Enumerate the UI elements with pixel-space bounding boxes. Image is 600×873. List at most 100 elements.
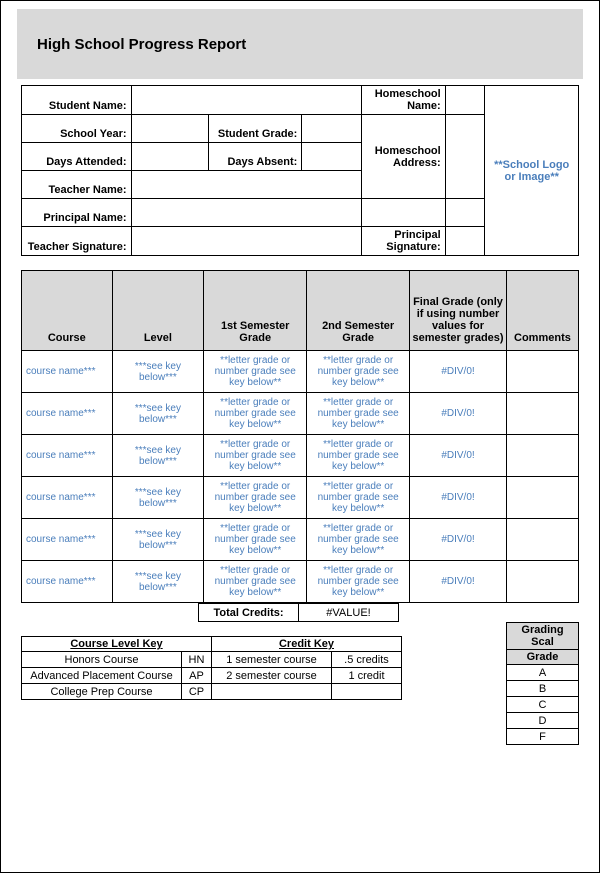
cell-level[interactable]: ***see key below***: [112, 561, 204, 603]
student-info-table: Student Name: Homeschool Name: **School …: [21, 85, 579, 256]
credit-key-header: Credit Key: [212, 637, 402, 652]
logo-placeholder: **School Logo or Image**: [485, 86, 579, 256]
courses-table: Course Level 1st Semester Grade 2nd Seme…: [21, 270, 579, 603]
course-row: course name******see key below*****lette…: [22, 393, 579, 435]
grading-row: A: [507, 665, 579, 681]
cell-comments[interactable]: [506, 351, 578, 393]
grading-grade: F: [507, 729, 579, 745]
key-row: Advanced Placement CourseAP2 semester co…: [22, 668, 402, 684]
course-row: course name******see key below*****lette…: [22, 519, 579, 561]
key-credit-desc: 1 semester course: [212, 652, 332, 668]
spacer-1: [361, 199, 445, 227]
label-days-attended: Days Attended:: [22, 143, 132, 171]
cell-sem1[interactable]: **letter grade or number grade see key b…: [204, 393, 307, 435]
cell-sem2[interactable]: **letter grade or number grade see key b…: [307, 435, 410, 477]
cell-sem2[interactable]: **letter grade or number grade see key b…: [307, 519, 410, 561]
grading-grade-header: Grade: [507, 650, 579, 665]
grading-grade: D: [507, 713, 579, 729]
cell-sem2[interactable]: **letter grade or number grade see key b…: [307, 477, 410, 519]
cell-sem2[interactable]: **letter grade or number grade see key b…: [307, 393, 410, 435]
course-row: course name******see key below*****lette…: [22, 477, 579, 519]
cell-level[interactable]: ***see key below***: [112, 393, 204, 435]
field-student-name[interactable]: [131, 86, 361, 115]
cell-final[interactable]: #DIV/0!: [410, 351, 507, 393]
label-student-name: Student Name:: [22, 86, 132, 115]
cell-course[interactable]: course name***: [22, 519, 113, 561]
cell-comments[interactable]: [506, 519, 578, 561]
grading-grade: B: [507, 681, 579, 697]
grading-row: F: [507, 729, 579, 745]
key-course-code: AP: [182, 668, 212, 684]
label-principal-signature: Principal Signature:: [361, 227, 445, 256]
course-row: course name******see key below*****lette…: [22, 561, 579, 603]
label-days-absent: Days Absent:: [208, 143, 302, 171]
cell-sem1[interactable]: **letter grade or number grade see key b…: [204, 561, 307, 603]
cell-final[interactable]: #DIV/0!: [410, 435, 507, 477]
cell-sem2[interactable]: **letter grade or number grade see key b…: [307, 351, 410, 393]
field-principal-name[interactable]: [131, 199, 361, 227]
col-comments: Comments: [506, 271, 578, 351]
cell-sem1[interactable]: **letter grade or number grade see key b…: [204, 519, 307, 561]
field-days-attended[interactable]: [131, 143, 208, 171]
cell-sem1[interactable]: **letter grade or number grade see key b…: [204, 477, 307, 519]
cell-comments[interactable]: [506, 561, 578, 603]
cell-sem1[interactable]: **letter grade or number grade see key b…: [204, 435, 307, 477]
totals-row: Total Credits: #VALUE!: [21, 603, 579, 622]
field-principal-signature[interactable]: [445, 227, 485, 256]
cell-course[interactable]: course name***: [22, 393, 113, 435]
spacer-2: [445, 199, 485, 227]
title-bar: High School Progress Report: [17, 9, 583, 79]
total-credits-value: #VALUE!: [299, 604, 399, 622]
cell-final[interactable]: #DIV/0!: [410, 561, 507, 603]
key-credit-desc: 2 semester course: [212, 668, 332, 684]
total-credits-label: Total Credits:: [199, 604, 299, 622]
cell-comments[interactable]: [506, 393, 578, 435]
cell-final[interactable]: #DIV/0!: [410, 393, 507, 435]
key-course-code: CP: [182, 684, 212, 700]
cell-course[interactable]: course name***: [22, 435, 113, 477]
key-row: College Prep CourseCP: [22, 684, 402, 700]
label-teacher-signature: Teacher Signature:: [22, 227, 132, 256]
grading-row: B: [507, 681, 579, 697]
cell-final[interactable]: #DIV/0!: [410, 519, 507, 561]
key-course-name: College Prep Course: [22, 684, 182, 700]
label-principal-name: Principal Name:: [22, 199, 132, 227]
course-row: course name******see key below*****lette…: [22, 435, 579, 477]
bottom-keys: Course Level Key Credit Key Honors Cours…: [21, 636, 579, 745]
cell-course[interactable]: course name***: [22, 351, 113, 393]
cell-level[interactable]: ***see key below***: [112, 351, 204, 393]
key-row: Honors CourseHN1 semester course.5 credi…: [22, 652, 402, 668]
cell-level[interactable]: ***see key below***: [112, 435, 204, 477]
cell-level[interactable]: ***see key below***: [112, 477, 204, 519]
page-title: High School Progress Report: [37, 36, 246, 53]
grading-grade: A: [507, 665, 579, 681]
key-credit-desc: [212, 684, 332, 700]
field-days-absent[interactable]: [302, 143, 361, 171]
cell-sem2[interactable]: **letter grade or number grade see key b…: [307, 561, 410, 603]
key-credit-val: [332, 684, 402, 700]
field-homeschool-name[interactable]: [445, 86, 485, 115]
field-student-grade[interactable]: [302, 115, 361, 143]
grading-grade: C: [507, 697, 579, 713]
cell-comments[interactable]: [506, 477, 578, 519]
cell-course[interactable]: course name***: [22, 561, 113, 603]
key-course-name: Advanced Placement Course: [22, 668, 182, 684]
cell-final[interactable]: #DIV/0!: [410, 477, 507, 519]
grading-row: C: [507, 697, 579, 713]
label-homeschool-address: Homeschool Address:: [361, 115, 445, 199]
cell-sem1[interactable]: **letter grade or number grade see key b…: [204, 351, 307, 393]
cell-comments[interactable]: [506, 435, 578, 477]
field-homeschool-address[interactable]: [445, 115, 485, 199]
col-final: Final Grade (only if using number values…: [410, 271, 507, 351]
label-teacher-name: Teacher Name:: [22, 171, 132, 199]
grading-row: D: [507, 713, 579, 729]
field-school-year[interactable]: [131, 115, 208, 143]
key-credit-val: .5 credits: [332, 652, 402, 668]
field-teacher-name[interactable]: [131, 171, 361, 199]
col-sem2: 2nd Semester Grade: [307, 271, 410, 351]
field-teacher-signature[interactable]: [131, 227, 361, 256]
grading-scale-table: Grading Scal Grade ABCDF: [506, 622, 579, 745]
cell-level[interactable]: ***see key below***: [112, 519, 204, 561]
col-course: Course: [22, 271, 113, 351]
cell-course[interactable]: course name***: [22, 477, 113, 519]
